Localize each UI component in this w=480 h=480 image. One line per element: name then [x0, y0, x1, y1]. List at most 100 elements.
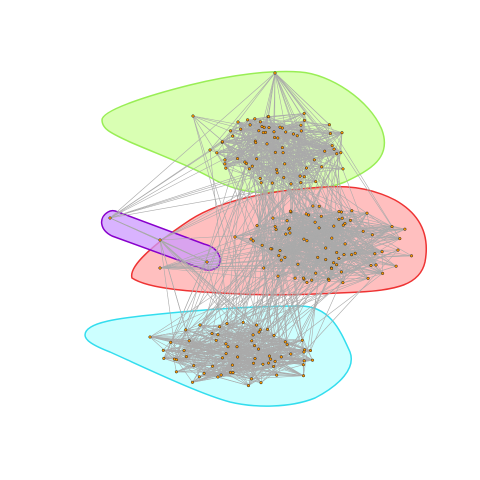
graph-node [288, 226, 292, 230]
graph-node [259, 181, 263, 185]
graph-edge [149, 336, 175, 360]
graph-node [214, 338, 218, 342]
graph-edge [163, 142, 256, 359]
graph-edge [236, 346, 277, 376]
graph-node [223, 158, 227, 162]
graph-edge [274, 72, 331, 134]
graph-edge [186, 356, 219, 378]
graph-edge [343, 213, 368, 255]
graph-node [275, 171, 279, 175]
graph-edge [325, 247, 329, 280]
graph-node [267, 126, 271, 130]
graph-node [340, 216, 344, 220]
graph-edge [192, 115, 255, 346]
graph-node [224, 166, 228, 170]
graph-edge [163, 223, 346, 359]
graph-edge [263, 259, 282, 269]
graph-edge [247, 119, 266, 133]
graph-node [233, 235, 237, 239]
graph-edge [176, 340, 303, 360]
graph-node [267, 354, 271, 358]
graph-node [230, 363, 234, 367]
graph-node [366, 276, 370, 280]
graph-node [301, 374, 306, 378]
graph-node [184, 355, 188, 359]
graph-node [320, 165, 324, 169]
graph-edge [237, 121, 322, 168]
graph-node [231, 371, 235, 375]
graph-node [241, 320, 245, 324]
graph-node [337, 256, 341, 260]
graph-node [261, 362, 265, 366]
graph-edge [254, 118, 333, 146]
graph-node [283, 162, 287, 166]
graph-edge [304, 152, 341, 177]
graph-edge [192, 359, 313, 383]
graph-node [273, 71, 277, 75]
graph-edge [159, 239, 269, 364]
graph-node [231, 134, 235, 138]
graph-node [313, 220, 317, 224]
graph-edge [256, 153, 337, 226]
graph-edge [159, 253, 375, 269]
graph-node [302, 237, 306, 241]
graph-node [276, 274, 280, 278]
graph-node [295, 134, 299, 138]
graph-edge [268, 113, 305, 117]
graph-node [348, 218, 353, 222]
graph-edge [159, 240, 254, 269]
graph-edge [330, 133, 401, 239]
graph-node [390, 225, 394, 229]
graph-node [308, 348, 313, 353]
graph-node [235, 345, 239, 349]
graph-node [409, 254, 414, 258]
graph-edge [306, 145, 333, 241]
graph-node [314, 271, 318, 275]
graph-edge [310, 231, 364, 351]
graph-node [279, 258, 283, 262]
graph-edge [260, 340, 303, 383]
graph-edge [262, 273, 383, 365]
graph-node [310, 358, 315, 362]
graph-edge [221, 374, 252, 380]
graph-node [342, 253, 346, 257]
graph-edge [263, 132, 273, 184]
graph-node [273, 359, 277, 363]
graph-edge [331, 145, 343, 219]
graph-edge [328, 249, 399, 281]
graph-node [182, 348, 186, 353]
graph-node [239, 127, 243, 131]
graph-node [278, 249, 282, 253]
graph-edge [256, 120, 305, 226]
graph-node [278, 125, 282, 129]
graph-edge [276, 264, 337, 376]
graph-node [339, 210, 343, 214]
graph-node [249, 377, 254, 381]
graph-node [246, 384, 251, 388]
graph-node [270, 181, 274, 185]
graph-edge [217, 334, 275, 336]
graph-node [220, 140, 224, 144]
graph-edge [246, 132, 343, 164]
graph-node [301, 363, 305, 367]
graph-node [302, 111, 306, 116]
graph-edge [159, 175, 301, 241]
graph-node [248, 123, 252, 127]
graph-edge [324, 151, 377, 266]
graph-node [187, 339, 191, 343]
graph-node [269, 357, 273, 361]
graph-nodes [108, 71, 414, 388]
graph-node [252, 344, 257, 348]
graph-edge [236, 232, 291, 347]
graph-node [394, 264, 398, 268]
graph-edge [366, 212, 393, 227]
graph-node [374, 263, 378, 267]
graph-edge [274, 72, 333, 146]
graph-edge [159, 245, 263, 269]
graph-edge [230, 130, 283, 148]
graph-edge [234, 124, 251, 238]
graph-node [275, 373, 279, 377]
graph-node [197, 375, 201, 379]
graph-node [208, 148, 212, 152]
graph-node [302, 350, 306, 354]
